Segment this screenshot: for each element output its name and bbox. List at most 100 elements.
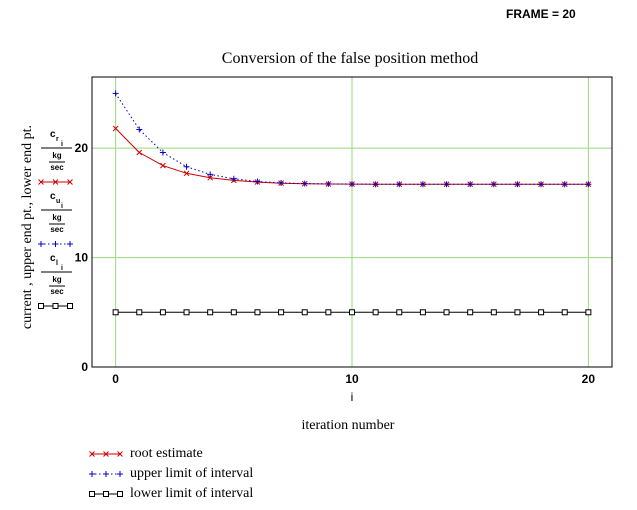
data-point-upper (514, 181, 521, 188)
data-point-lower (254, 309, 261, 316)
data-point-lower (159, 309, 166, 316)
data-point-upper (325, 180, 332, 187)
y-axis-unit-den: sec (50, 225, 64, 234)
data-point-upper (112, 90, 119, 97)
legend: root estimate upper limit of interval lo… (88, 444, 253, 504)
data-point-upper (254, 178, 261, 185)
data-point-lower (230, 309, 237, 316)
data-point-upper (538, 181, 545, 188)
y-axis-sample-marker (52, 241, 59, 247)
data-point-upper (183, 163, 190, 170)
data-point-lower (301, 309, 308, 316)
legend-swatch-marker (103, 491, 109, 497)
y-axis-unit-num: kg (52, 275, 61, 284)
y-axis-sample-marker (67, 179, 73, 185)
y-axis-sample-marker (38, 241, 44, 247)
series-line-upper (115, 93, 589, 185)
legend-swatch-marker (103, 471, 109, 477)
legend-swatch-marker (117, 491, 123, 497)
data-point-upper (396, 181, 403, 188)
marker-stroke (136, 149, 143, 156)
data-point-lower (183, 309, 190, 316)
marker-stroke (160, 162, 166, 169)
plot-frame (91, 76, 613, 368)
legend-entry-upper: upper limit of interval (88, 464, 253, 484)
data-point-lower (278, 309, 285, 316)
y-axis-unit-den: sec (50, 163, 64, 172)
data-point-lower (112, 309, 119, 316)
y-axis-unit-num: kg (52, 213, 61, 222)
data-point-upper (278, 179, 285, 186)
legend-swatch-marker (89, 491, 95, 497)
x-axis-label: iteration number (302, 418, 395, 433)
data-point-lower (538, 309, 545, 316)
data-point-root (183, 170, 190, 177)
data-point-lower (207, 309, 214, 316)
marker-stroke (103, 451, 109, 457)
data-point-lower (514, 309, 521, 316)
y-axis-unit-den: sec (50, 287, 64, 296)
y-axis-sample-marker (38, 179, 44, 185)
legend-entry-root: root estimate (88, 444, 253, 464)
y-axis-sample-marker (38, 303, 44, 309)
y-axis-var-index: i (61, 141, 63, 148)
data-point-lower (490, 309, 497, 316)
data-point-lower (325, 309, 332, 316)
y-axis-var: c (50, 191, 56, 202)
legend-swatch-marker (117, 471, 123, 477)
data-point-root (207, 174, 214, 181)
data-point-root (160, 162, 166, 169)
y-axis-var-index: i (61, 265, 63, 272)
data-point-lower (372, 309, 379, 316)
legend-swatch-marker (89, 451, 95, 457)
y-axis-var-subscript: r (56, 136, 59, 143)
data-point-lower (585, 309, 592, 316)
y-axis-var-subscript: u (56, 198, 60, 205)
marker-stroke (52, 179, 59, 185)
data-point-upper (467, 181, 474, 188)
data-point-lower (136, 309, 143, 316)
legend-label-upper: upper limit of interval (130, 466, 254, 481)
y-axis-unit-num: kg (52, 151, 61, 160)
legend-swatch-lower (89, 491, 123, 497)
marker-stroke (67, 179, 73, 185)
data-point-lower (467, 309, 474, 316)
y-axis-sample-marker (67, 303, 73, 309)
legend-swatch-upper (89, 471, 123, 477)
y-axis-sample-marker (52, 179, 59, 185)
x-tick-label: 20 (582, 372, 596, 386)
y-tick-label: 0 (81, 360, 88, 374)
data-point-root (136, 149, 143, 156)
marker-stroke (183, 170, 190, 177)
data-point-lower (349, 309, 355, 316)
data-point-lower (443, 309, 450, 316)
data-point-upper (349, 181, 355, 188)
x-tick-label: 10 (345, 372, 359, 386)
marker-stroke (89, 451, 95, 457)
chart-title: Conversion of the false position method (221, 50, 479, 67)
data-point-upper (490, 181, 497, 188)
x-axis-variable: i (351, 390, 354, 404)
data-point-upper (561, 181, 568, 188)
data-point-upper (159, 149, 166, 156)
y-tick-label: 20 (75, 141, 89, 155)
marker-stroke (38, 179, 44, 185)
legend-swatch-marker (89, 471, 95, 477)
y-axis-sample-marker (67, 241, 73, 247)
legend-label-root: root estimate (130, 446, 203, 461)
data-point-upper (136, 126, 143, 133)
legend-swatch-marker (117, 451, 123, 457)
marker-stroke (117, 451, 123, 457)
frame-counter: FRAME = 20 (506, 7, 576, 21)
marker-stroke (207, 174, 214, 181)
data-point-upper (419, 181, 426, 188)
y-axis-sample-marker (52, 303, 59, 309)
data-point-upper (585, 181, 592, 188)
legend-swatch-root (89, 451, 123, 457)
data-point-upper (372, 181, 379, 188)
legend-swatch-marker (103, 451, 109, 457)
data-point-root (112, 125, 119, 132)
